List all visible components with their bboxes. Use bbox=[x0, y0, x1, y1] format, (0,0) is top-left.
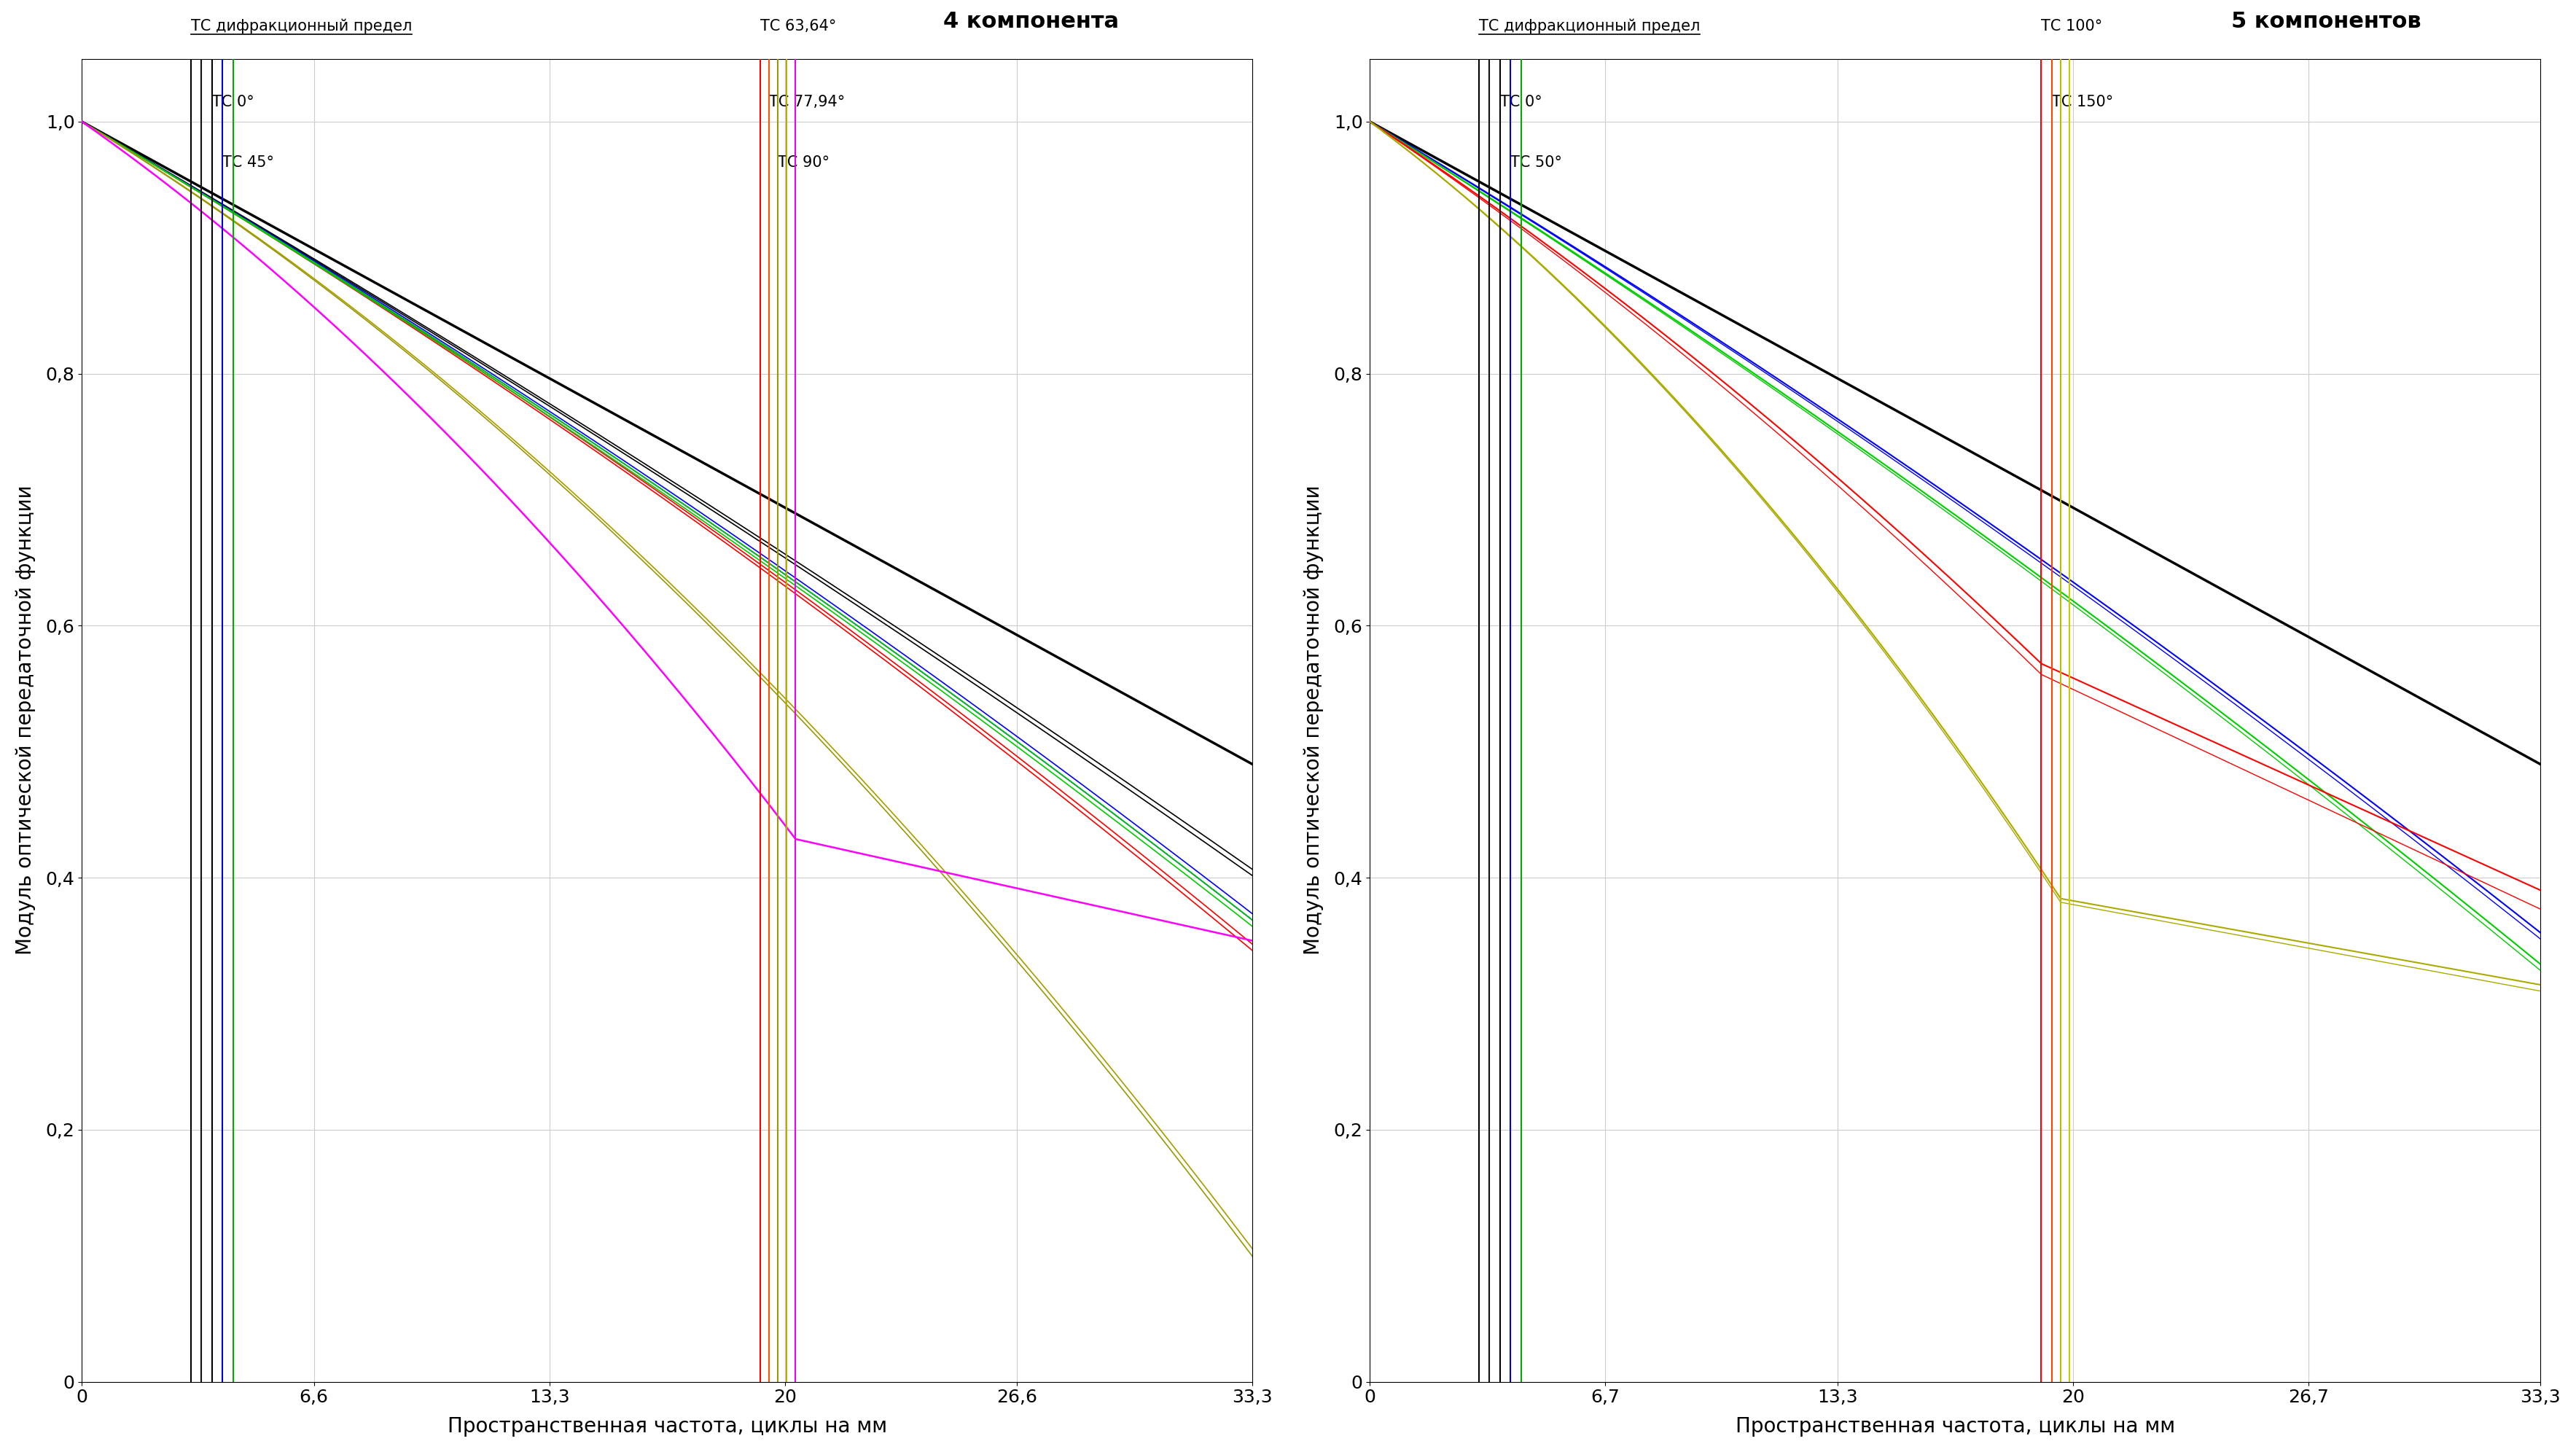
Text: ТС 50°: ТС 50° bbox=[1510, 155, 1561, 170]
Text: 5 компонентов: 5 компонентов bbox=[2231, 12, 2421, 32]
Text: ТС 150°: ТС 150° bbox=[2053, 94, 2112, 109]
Text: ТС 63,64°: ТС 63,64° bbox=[760, 19, 837, 33]
Y-axis label: Модуль оптической передаточной функции: Модуль оптической передаточной функции bbox=[15, 485, 36, 955]
Text: ТС 45°: ТС 45° bbox=[222, 155, 273, 170]
Text: ТС 77,94°: ТС 77,94° bbox=[770, 94, 845, 109]
Y-axis label: Модуль оптической передаточной функции: Модуль оптической передаточной функции bbox=[1303, 485, 1324, 955]
Text: ТС дифракционный предел: ТС дифракционный предел bbox=[1479, 19, 1700, 33]
X-axis label: Пространственная частота, циклы на мм: Пространственная частота, циклы на мм bbox=[1736, 1416, 2174, 1437]
Text: ТС 0°: ТС 0° bbox=[1499, 94, 1543, 109]
Text: ТС 90°: ТС 90° bbox=[778, 155, 829, 170]
Text: ТС 100°: ТС 100° bbox=[2040, 19, 2102, 33]
Text: ТС 0°: ТС 0° bbox=[211, 94, 255, 109]
X-axis label: Пространственная частота, циклы на мм: Пространственная частота, циклы на мм bbox=[448, 1416, 886, 1437]
Text: 4 компонента: 4 компонента bbox=[943, 12, 1118, 32]
Text: ТС дифракционный предел: ТС дифракционный предел bbox=[191, 19, 412, 33]
